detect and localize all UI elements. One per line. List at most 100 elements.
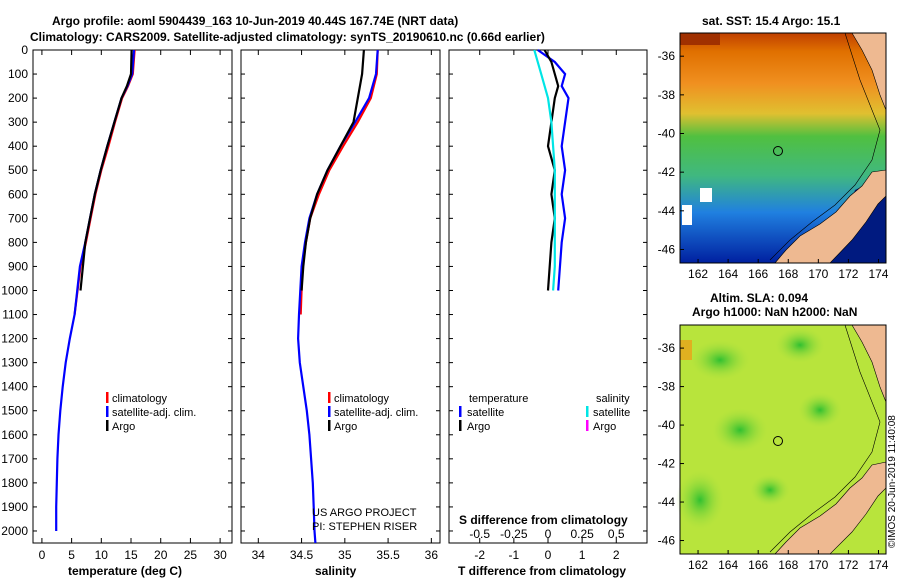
depth-tick-label: 300 [8,115,28,129]
depth-tick-label: 0 [21,43,28,57]
depth-tick-label: 1300 [1,356,28,370]
depth-tick-label: 900 [8,259,28,273]
s-diff-tick-label: 0.5 [608,527,625,541]
s-difference-ticks: -0.5 -0.25 0 0.25 0.5 [469,527,625,541]
salinity-legend: climatology satellite-adj. clim. Argo [328,392,418,433]
series-line-temperature-satellite [537,49,570,291]
sla-eddy [676,470,724,530]
x-tick-label: 35 [338,548,352,562]
series-line-argo [300,49,365,291]
lat-tick-label: -44 [658,495,676,509]
depth-tick-label: 1400 [1,380,28,394]
x-tick-label: -2 [474,548,485,562]
legend-temp-sat-swatch [459,406,462,417]
sla-eddy [798,392,842,428]
lon-tick-label: 162 [688,558,708,572]
salinity-panel [240,49,441,544]
legend-temp-sat-label: satellite [467,407,504,419]
sst-map [679,32,887,264]
legend-temp-head: temperature [469,393,528,405]
legend-argo-label: Argo [112,421,135,433]
sla-bathy-contour [769,324,881,553]
lon-tick-label: 168 [778,267,798,281]
depth-tick-label: 2000 [1,524,28,538]
legend-sat-swatch [328,406,331,417]
x-tick-label: 34 [252,548,266,562]
depth-axis: 0 100 200 300 400 500 600 700 800 900 1000 1100 1200… [1,43,647,538]
x-tick-label: 1 [579,548,586,562]
legend-temp-argo-label: Argo [467,421,490,433]
sst-patch [680,33,720,45]
depth-tick-label: 200 [8,91,28,105]
series-line-temperature-argo [543,49,560,291]
x-tick-label: -1 [509,548,520,562]
legend-sat-label: satellite-adj. clim. [112,407,196,419]
legend-sal-head: salinity [596,393,630,405]
sst-land [774,150,887,264]
sla-map [676,324,887,555]
sst-map-title: sat. SST: 15.4 Argo: 15.1 [702,14,841,28]
depth-tick-label: 500 [8,163,28,177]
salinity-plot: 34 34.5 35 35.5 36 [252,49,439,562]
lon-tick-label: 170 [808,267,828,281]
s-diff-tick-label: -0.25 [500,527,528,541]
header-line1: Argo profile: aoml 5904439_163 10-Jun-20… [52,14,458,28]
x-tick-label: 5 [68,548,75,562]
legend-argo-swatch [106,420,109,431]
depth-tick-label: 1800 [1,476,28,490]
lon-tick-label: 170 [808,558,828,572]
lat-tick-label: -42 [658,165,676,179]
sst-argo-marker [773,146,783,156]
difference-plot: -2 -1 0 1 2 [474,49,620,562]
salinity-xlabel: salinity [315,564,357,578]
series-line-satellite-adj-clim- [55,49,136,531]
sst-cloud-gap [682,205,692,225]
temperature-xlabel: temperature (deg C) [68,564,182,578]
project-label: US ARGO PROJECT [312,507,417,519]
legend-sat-label: satellite-adj. clim. [334,407,418,419]
legend-argo-label: Argo [334,421,357,433]
x-tick-label: 10 [95,548,109,562]
lon-tick-label: 174 [868,267,888,281]
temperature-plot: 0 5 10 15 20 25 30 [39,49,227,562]
sla-eddy [775,327,825,363]
series-line-salinity-satellite [533,49,556,291]
depth-tick-label: 1200 [1,332,28,346]
legend-argo-swatch [328,420,331,431]
sla-land [774,440,887,555]
x-tick-label: 35.5 [376,548,400,562]
sla-map-frame [679,324,887,555]
x-tick-label: 34.5 [290,548,314,562]
depth-tick-label: 1100 [2,308,28,322]
lat-tick-label: -38 [658,88,676,102]
s-diff-tick-label: 0 [545,527,552,541]
x-tick-label: 15 [124,548,138,562]
lon-tick-label: 172 [838,267,858,281]
sla-map-title: Altim. SLA: 0.094 [710,291,808,305]
depth-tick-label: 1000 [1,283,28,297]
lon-tick-label: 166 [748,267,768,281]
x-tick-label: 36 [425,548,439,562]
sla-eddy [690,340,750,380]
sla-eddy [750,474,790,506]
s-diff-tick-label: 0.25 [570,527,594,541]
x-tick-label: 2 [613,548,620,562]
legend-sal-sat-label: satellite [593,407,630,419]
legend-sat-swatch [106,406,109,417]
legend-sal-sat-swatch [586,406,589,417]
imos-timestamp: ©IMOS 20-Jun-2019 11:40:08 [887,415,898,548]
lon-tick-label: 162 [688,267,708,281]
legend-clim-swatch [106,392,109,403]
x-tick-label: 25 [184,548,198,562]
lat-tick-label: -46 [658,534,676,548]
x-tick-label: 0 [545,548,552,562]
legend-temp-argo-swatch [459,420,462,431]
sst-map-ticks: 162 164 166 168 170 172 174 -36 -38 -40 -42 -44 -46 [658,49,889,281]
s-diff-tick-label: -0.5 [469,527,490,541]
depth-tick-label: 700 [8,211,28,225]
depth-tick-label: 1700 [1,452,28,466]
lat-tick-label: -36 [658,341,676,355]
sla-warm-patch [680,340,692,360]
lat-tick-label: -40 [658,418,676,432]
